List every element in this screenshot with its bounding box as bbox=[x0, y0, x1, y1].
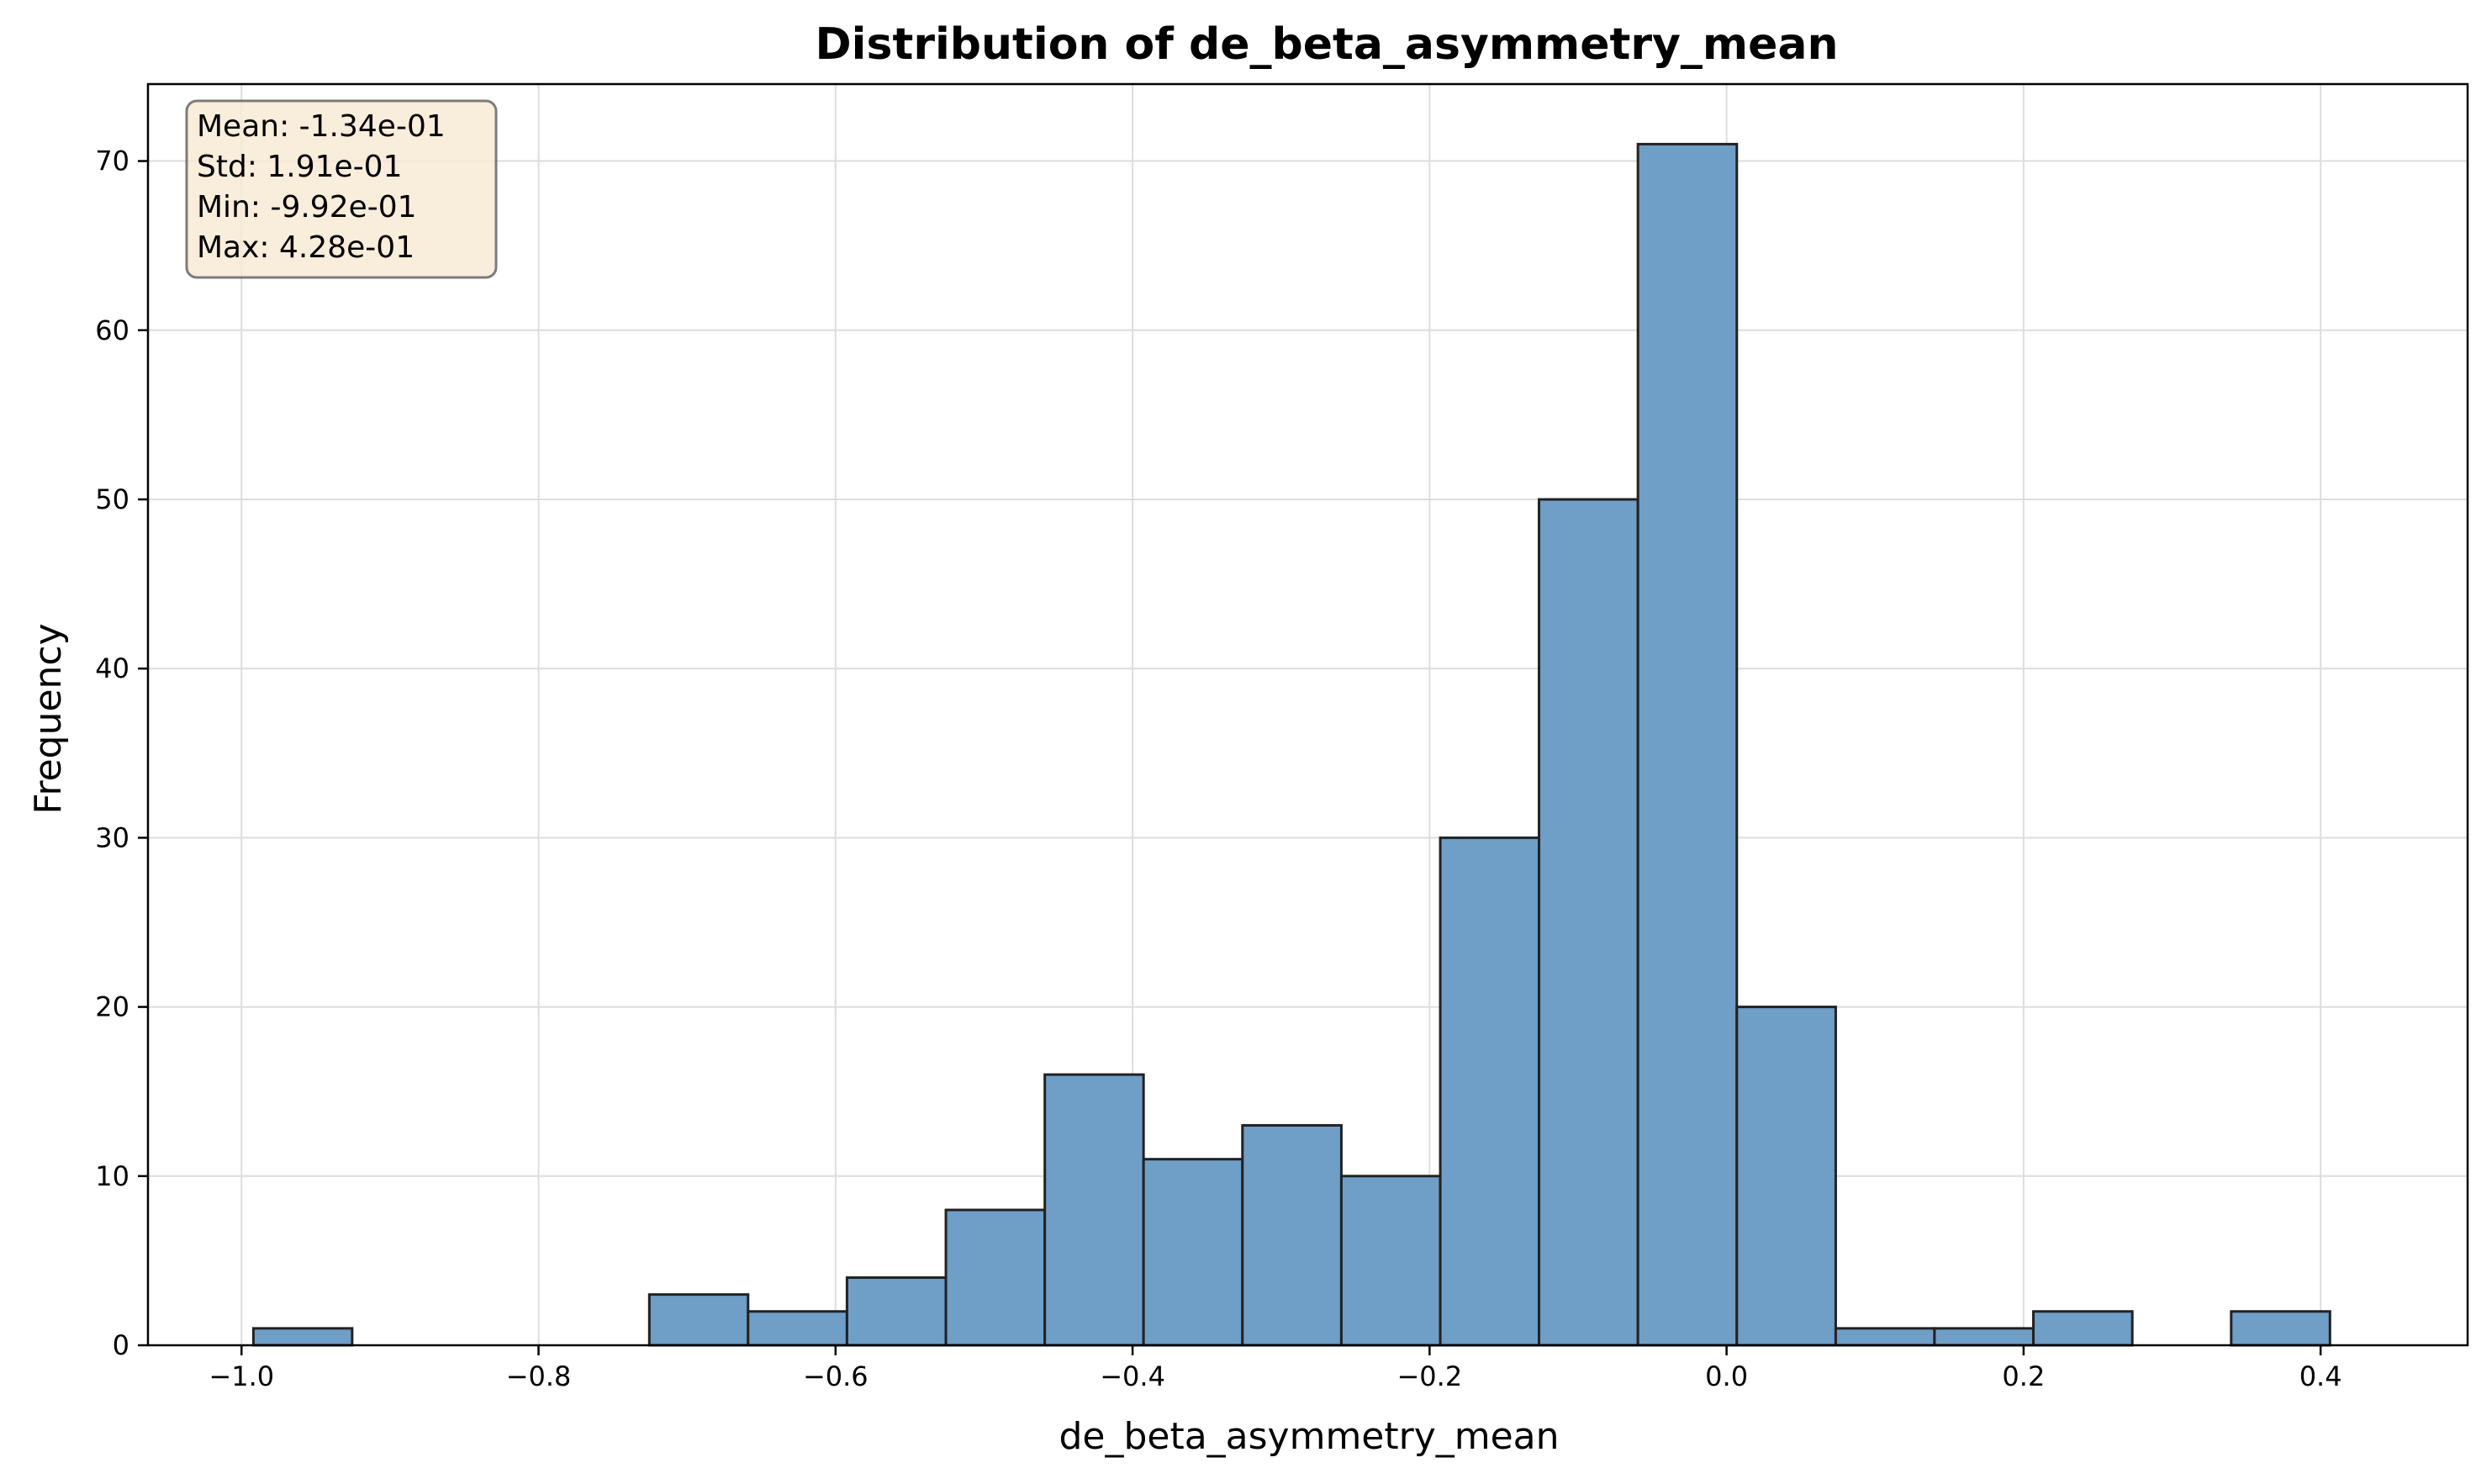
y-tick-label-7: 70 bbox=[95, 145, 129, 177]
stats-box-background bbox=[185, 99, 498, 279]
x-tick-label-4: −0.2 bbox=[1396, 1360, 1462, 1392]
x-tick-label-0: −1.0 bbox=[209, 1360, 274, 1392]
stats-std: Std: 1.91e-01 bbox=[197, 150, 403, 184]
y-tick-label-3: 30 bbox=[95, 821, 129, 853]
histogram-bar-10 bbox=[1538, 498, 1639, 1347]
y-tick-label-1: 10 bbox=[95, 1160, 129, 1192]
x-tick-label-5: 0.0 bbox=[1705, 1360, 1748, 1392]
histogram-bar-0 bbox=[251, 1327, 354, 1347]
histogram-bar-3 bbox=[845, 1276, 948, 1347]
histogram-bar-9 bbox=[1439, 836, 1541, 1347]
histogram-bar-4 bbox=[944, 1208, 1047, 1347]
stats-max: Max: 4.28e-01 bbox=[197, 230, 414, 265]
histogram-bar-1 bbox=[647, 1293, 750, 1347]
y-tick-label-6: 60 bbox=[95, 314, 129, 346]
x-tick-label-1: −0.8 bbox=[506, 1360, 572, 1392]
stats-min: Min: -9.92e-01 bbox=[197, 190, 417, 224]
histogram-bar-7 bbox=[1241, 1123, 1343, 1347]
histogram-bar-15 bbox=[2032, 1310, 2134, 1347]
x-axis-ticks: −1.0 −0.8 −0.6 −0.4 −0.2 0.0 0.2 0.4 bbox=[209, 1345, 2342, 1392]
plot-area: −1.0 −0.8 −0.6 −0.4 −0.2 0.0 0.2 0.4 0 10 20 30 40 5… bbox=[95, 82, 2469, 1392]
y-tick-label-4: 40 bbox=[95, 652, 129, 684]
y-tick-label-2: 20 bbox=[95, 991, 129, 1023]
stats-mean: Mean: -1.34e-01 bbox=[197, 109, 446, 144]
chart-title: Distribution of de_beta_asymmetry_mean bbox=[816, 19, 1839, 70]
y-axis-ticks: 0 10 20 30 40 50 60 70 bbox=[95, 145, 148, 1361]
histogram-bar-12 bbox=[1735, 1006, 1837, 1347]
y-axis-label: Frequency bbox=[27, 623, 70, 814]
histogram-bar-5 bbox=[1043, 1073, 1145, 1347]
histogram-bar-11 bbox=[1636, 142, 1739, 1347]
histogram-bars bbox=[251, 142, 2331, 1347]
histogram-bar-2 bbox=[747, 1310, 848, 1347]
histogram-bar-14 bbox=[1933, 1327, 2035, 1347]
x-tick-label-6: 0.2 bbox=[2002, 1360, 2045, 1392]
histogram-bar-16 bbox=[2230, 1310, 2331, 1347]
x-tick-label-2: −0.6 bbox=[803, 1360, 869, 1392]
histogram-bar-6 bbox=[1142, 1158, 1244, 1347]
x-tick-label-7: 0.4 bbox=[2299, 1360, 2342, 1392]
stats-box: Mean: -1.34e-01 Std: 1.91e-01 Min: -9.92… bbox=[185, 99, 498, 279]
histogram-bar-13 bbox=[1834, 1327, 1936, 1347]
x-axis-label: de_beta_asymmetry_mean bbox=[1059, 1415, 1559, 1458]
x-tick-label-3: −0.4 bbox=[1100, 1360, 1165, 1392]
histogram-bar-8 bbox=[1339, 1175, 1442, 1347]
axes-frame bbox=[146, 82, 2469, 1347]
y-tick-label-5: 50 bbox=[95, 483, 129, 515]
y-tick-label-0: 0 bbox=[113, 1329, 129, 1361]
